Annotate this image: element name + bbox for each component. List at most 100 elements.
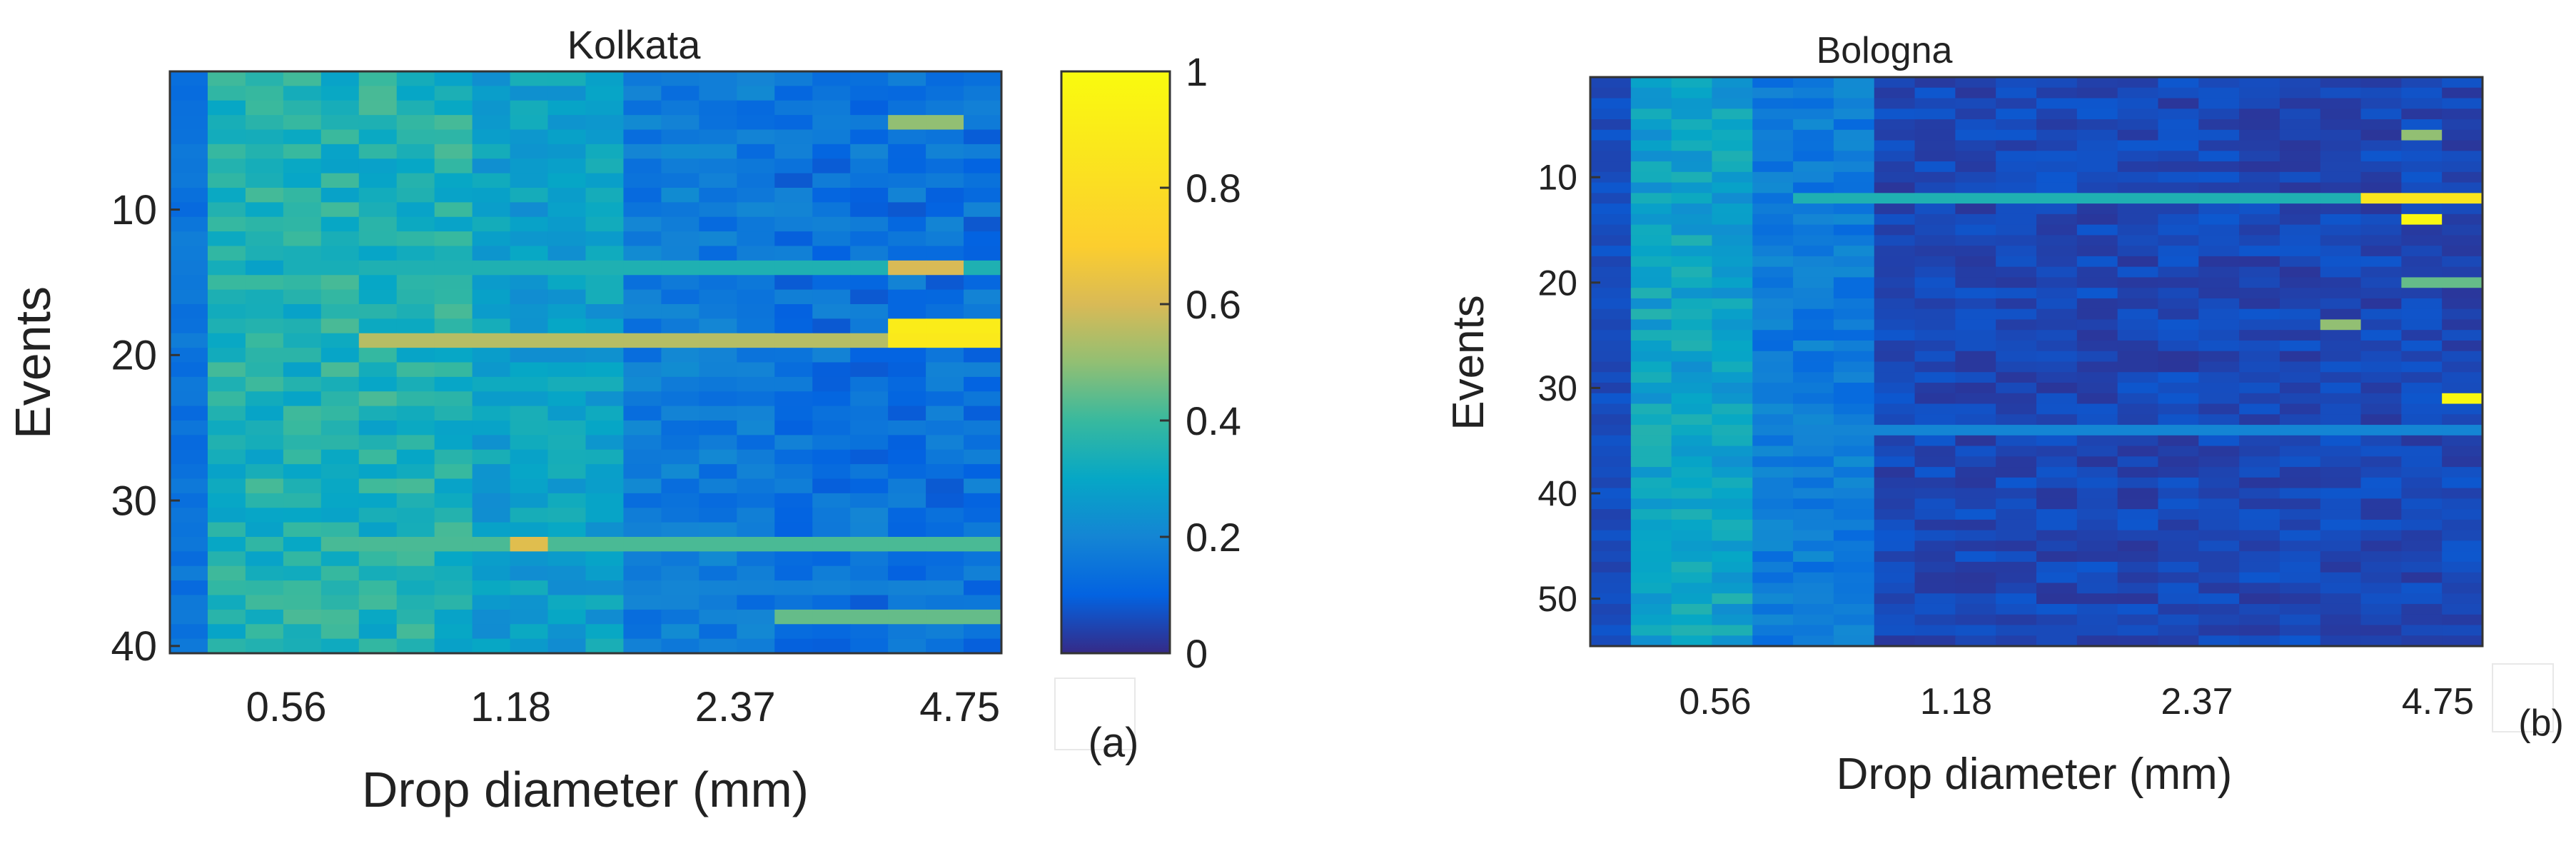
heatmap-cell xyxy=(2279,277,2321,288)
heatmap-cell xyxy=(2036,393,2078,405)
heatmap-cell xyxy=(396,580,435,596)
heatmap-cell xyxy=(1996,277,2037,288)
heatmap-cell xyxy=(926,143,964,159)
heatmap-cell xyxy=(1671,182,1713,193)
heatmap-cell xyxy=(2076,635,2118,647)
heatmap-cell xyxy=(2279,509,2321,520)
heatmap-cell xyxy=(207,115,246,131)
heatmap-cell xyxy=(207,100,246,116)
heatmap-cell xyxy=(2239,129,2280,141)
heatmap-cell xyxy=(661,289,699,305)
heatmap-cell xyxy=(358,100,398,116)
heatmap-cell xyxy=(547,289,587,305)
heatmap-cell xyxy=(585,304,625,319)
heatmap-cell xyxy=(1955,372,1996,383)
heatmap-cell xyxy=(699,464,737,480)
heatmap-cell xyxy=(1914,246,1956,257)
heatmap-cell xyxy=(2279,393,2321,405)
heatmap-cell xyxy=(358,71,398,86)
heatmap-cell xyxy=(812,565,851,581)
heatmap-cell xyxy=(170,638,208,654)
heatmap-cell xyxy=(926,493,964,508)
heatmap-cell xyxy=(850,595,889,610)
heatmap-cell xyxy=(2076,277,2118,288)
heatmap-cell xyxy=(1630,372,1672,383)
heatmap-cell xyxy=(850,376,889,392)
heatmap-cell xyxy=(737,173,775,188)
heatmap-cell xyxy=(2158,383,2199,394)
heatmap-cell xyxy=(510,216,549,232)
heatmap-cell xyxy=(1833,635,1875,647)
heatmap-cell xyxy=(1793,203,1834,215)
heatmap-cell xyxy=(2117,372,2159,383)
heatmap-cell xyxy=(396,565,435,581)
heatmap-cell xyxy=(888,522,926,538)
heatmap-cell xyxy=(283,348,322,363)
heatmap-cell xyxy=(510,318,549,334)
heatmap-cell xyxy=(2442,256,2483,268)
heatmap-cell xyxy=(1955,477,1996,489)
heatmap-cell xyxy=(2198,614,2240,626)
heatmap-cell xyxy=(2076,498,2118,510)
heatmap-cell xyxy=(1914,77,1956,89)
heatmap-cell xyxy=(1630,235,1672,246)
heatmap-cell xyxy=(1630,308,1672,321)
heatmap-cell xyxy=(737,158,775,174)
heatmap-cell xyxy=(2117,235,2159,246)
heatmap-cell xyxy=(2442,119,2483,131)
heatmap-cell xyxy=(2117,288,2159,299)
heatmap-cell xyxy=(1752,445,1794,457)
heatmap-cell xyxy=(1752,477,1794,489)
heatmap-cell xyxy=(2076,603,2118,615)
heatmap-cell xyxy=(2158,414,2199,425)
heatmap-cell xyxy=(434,260,473,276)
heatmap-cell xyxy=(207,260,246,276)
heatmap-cell xyxy=(1752,603,1794,615)
heatmap-cell xyxy=(1833,98,1875,109)
heatmap-cell xyxy=(2360,98,2402,109)
heatmap-cell xyxy=(2198,393,2240,405)
heatmap-cell xyxy=(1793,351,1834,363)
heatmap-cell xyxy=(2076,414,2118,425)
heatmap-cell xyxy=(2158,319,2199,331)
heatmap-cell xyxy=(2036,509,2078,520)
heatmap-cell xyxy=(1630,266,1672,278)
heatmap-cell xyxy=(2198,488,2240,499)
heatmap-cell xyxy=(434,188,473,203)
heatmap-cell xyxy=(1590,193,1632,204)
heatmap-cell xyxy=(1874,425,1916,436)
heatmap-cell xyxy=(926,71,964,86)
heatmap-cell xyxy=(1996,308,2037,321)
heatmap-cell xyxy=(2320,266,2362,278)
heatmap-cell xyxy=(2442,488,2483,499)
heatmap-cell xyxy=(850,464,889,480)
heatmap-cell xyxy=(1874,161,1916,173)
heatmap-cell xyxy=(1590,256,1632,268)
heatmap-cell xyxy=(850,173,889,188)
heatmap-cell xyxy=(1630,614,1672,626)
heatmap-cell xyxy=(2117,456,2159,468)
heatmap-cell xyxy=(585,333,625,348)
heatmap-cell xyxy=(623,260,662,276)
heatmap-cell xyxy=(434,275,473,291)
heatmap-cell xyxy=(472,638,511,654)
heatmap-cell xyxy=(1955,277,1996,288)
heatmap-cell xyxy=(1955,109,1996,120)
heatmap-cell xyxy=(283,158,322,174)
heatmap-cell xyxy=(1590,266,1632,278)
heatmap-cell xyxy=(1793,561,1834,573)
heatmap-cell xyxy=(283,362,322,378)
heatmap-cell xyxy=(737,435,775,450)
heatmap-cell xyxy=(510,522,549,538)
heatmap-cell xyxy=(2076,561,2118,573)
heatmap-cell xyxy=(2036,298,2078,310)
heatmap-cell xyxy=(2036,119,2078,131)
heatmap-cell xyxy=(547,522,587,538)
heatmap-cell xyxy=(1712,224,1753,236)
heatmap-cell xyxy=(320,537,360,552)
heatmap-cell xyxy=(510,202,549,218)
heatmap-cell xyxy=(585,275,625,291)
heatmap-cell xyxy=(1793,635,1834,647)
heatmap-cell xyxy=(1630,87,1672,99)
heatmap-cell xyxy=(2279,235,2321,246)
